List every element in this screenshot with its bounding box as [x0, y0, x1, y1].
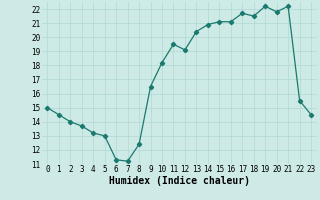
X-axis label: Humidex (Indice chaleur): Humidex (Indice chaleur)	[109, 176, 250, 186]
